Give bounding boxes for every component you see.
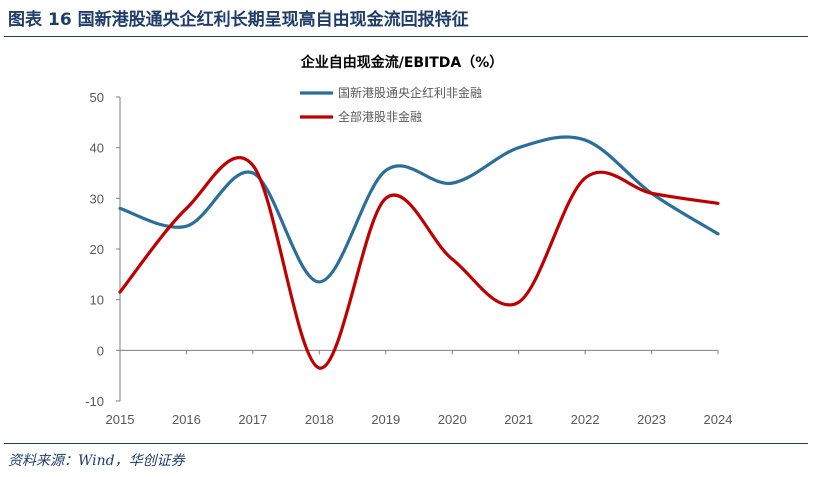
y-tick-label: 10 [90, 293, 104, 308]
x-tick-label: 2024 [704, 412, 733, 427]
x-tick-label: 2017 [238, 412, 267, 427]
footer-rule [4, 443, 808, 444]
series-layer [118, 135, 720, 370]
source-note: 资料来源：Wind，华创证券 [8, 453, 185, 469]
x-tick-label: 2019 [371, 412, 400, 427]
x-tick-label: 2021 [504, 412, 533, 427]
figure-caption: 国新港股通央企红利长期呈现高自由现金流回报特征 [77, 10, 469, 30]
series-line-guoxin-soe-dividend [118, 135, 720, 284]
x-tick-label: 2018 [305, 412, 334, 427]
figure-number: 16 [48, 10, 72, 30]
x-tick-label: 2023 [637, 412, 666, 427]
x-tick-label: 2015 [106, 412, 135, 427]
chart-axes: -10 0 10 20 30 40 50 2015 2016 2017 2018 2019 2020 20… [85, 90, 732, 427]
figure-header: 图表 16 国新港股通央企红利长期呈现高自由现金流回报特征 [0, 0, 814, 38]
x-tick-label: 2020 [438, 412, 467, 427]
legend-label: 全部港股非金融 [338, 109, 422, 124]
x-tick-label: 2022 [571, 412, 600, 427]
figure-title: 图表 16 国新港股通央企红利长期呈现高自由现金流回报特征 [8, 5, 469, 30]
header-rule [4, 36, 808, 37]
legend-label: 国新港股通央企红利非金融 [338, 85, 482, 100]
series-line-all-hk-nonfinancial [118, 156, 720, 370]
y-tick-label: 40 [90, 141, 104, 156]
chart-title: 企业自由现金流/EBITDA（%） [300, 54, 504, 71]
line-chart: 企业自由现金流/EBITDA（%） -10 0 10 20 30 40 50 2015 2016… [85, 54, 732, 427]
y-tick-label: 0 [97, 343, 104, 358]
y-tick-label: 20 [90, 242, 104, 257]
y-tick-label: -10 [85, 394, 104, 409]
y-tick-label: 30 [90, 191, 104, 206]
x-tick-label: 2016 [172, 412, 201, 427]
figure-label: 图表 [8, 10, 42, 30]
y-tick-label: 50 [90, 90, 104, 105]
